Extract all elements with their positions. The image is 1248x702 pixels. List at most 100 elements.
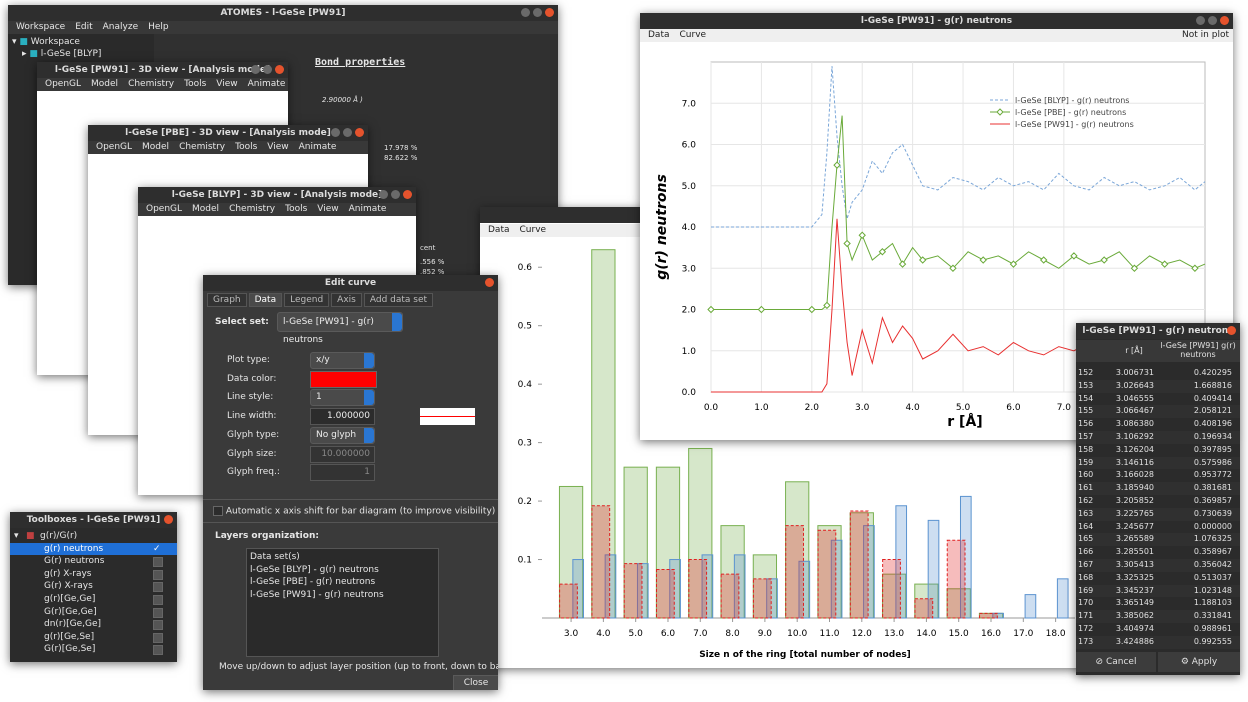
field-label: Glyph freq.:: [227, 467, 280, 478]
column-header[interactable]: r [Å]: [1125, 346, 1143, 355]
entry[interactable]: 1.000000: [310, 408, 375, 426]
menu-item[interactable]: Model: [91, 79, 119, 89]
menu-item[interactable]: Analyze: [102, 22, 139, 32]
bar: [572, 559, 585, 619]
tab[interactable]: Data: [248, 293, 283, 307]
menu-item[interactable]: Curve: [679, 30, 707, 40]
table-cell: 159: [1078, 457, 1094, 467]
combo[interactable]: No glyph: [310, 426, 375, 444]
toolbox-row[interactable]: g(r)[Ge,Se]: [10, 631, 177, 644]
report-heading: Bond properties: [315, 57, 406, 68]
edit-curve-dialog: Edit curve Graph Data Legend Axis Add data s…: [203, 275, 498, 690]
menu-item[interactable]: OpenGL: [96, 142, 133, 152]
layer-item[interactable]: l-GeSe [PW91] - g(r) neutrons: [250, 589, 384, 600]
tree-row[interactable]: ▸ ■ l-GeSe [BLYP]: [22, 49, 102, 59]
marker: [843, 239, 851, 248]
menu-item[interactable]: View: [267, 142, 289, 152]
menu-item[interactable]: Model: [192, 204, 220, 214]
bar: [1024, 594, 1037, 619]
menu-item[interactable]: Animate: [348, 204, 387, 214]
menu-item[interactable]: OpenGL: [45, 79, 82, 89]
menu-item[interactable]: Animate: [298, 142, 337, 152]
x-tick-label: 4.0: [596, 629, 611, 639]
bar: [830, 539, 843, 619]
cancel-button[interactable]: ⊘ Cancel: [1076, 652, 1156, 672]
tab[interactable]: Axis: [331, 293, 362, 307]
table-row: 162 3.205852 0.369857: [1076, 495, 1240, 508]
table-cell: 0.408196: [1193, 419, 1232, 429]
checkbox[interactable]: [153, 645, 163, 656]
toolbox-row[interactable]: G(r)[Ge,Se]: [10, 643, 177, 656]
toolbox-row[interactable]: ▾ ■ g(r)/G(r): [14, 531, 78, 541]
menu-item[interactable]: Chemistry: [229, 204, 276, 214]
layer-item[interactable]: l-GeSe [BLYP] - g(r) neutrons: [250, 564, 379, 575]
checkbox[interactable]: [153, 632, 163, 643]
window-controls[interactable]: [331, 128, 364, 137]
toolbox-label: g(r)[Ge,Ge]: [44, 594, 96, 604]
menu-item[interactable]: Chemistry: [128, 79, 175, 89]
layer-item[interactable]: l-GeSe [PBE] - g(r) neutrons: [250, 577, 376, 587]
checkbox[interactable]: [153, 569, 163, 580]
combo[interactable]: 1: [310, 389, 375, 407]
toolbox-row[interactable]: g(r) X-rays: [10, 568, 177, 581]
menu-item[interactable]: Curve: [519, 225, 547, 235]
menu-item[interactable]: View: [216, 79, 238, 89]
menu-item[interactable]: OpenGL: [146, 204, 183, 214]
table-cell: 172: [1078, 624, 1094, 633]
menu-item[interactable]: View: [317, 204, 339, 214]
legend-label: l-GeSe [PBE] - g(r) neutrons: [1015, 108, 1126, 117]
bar: [591, 505, 611, 619]
menu-item[interactable]: Edit: [75, 22, 93, 32]
legend-marker: [996, 108, 1004, 116]
column-header[interactable]: l-GeSe [PW91] g(r) neutrons: [1160, 341, 1236, 359]
x-tick-label: 3.0: [855, 403, 870, 413]
spin: [364, 427, 374, 443]
status: Not in plot: [1182, 30, 1229, 40]
menu-item[interactable]: Model: [142, 142, 170, 152]
toolbox-row[interactable]: G(r) X-rays: [10, 580, 177, 593]
tab[interactable]: Add data set: [363, 293, 434, 307]
table-row: 158 3.126204 0.397895: [1076, 444, 1240, 457]
menu-item[interactable]: Chemistry: [179, 142, 226, 152]
toolbox-row[interactable]: g(r) neutrons ✓: [10, 542, 177, 556]
menu-item[interactable]: Animate: [247, 79, 286, 89]
window-controls[interactable]: [379, 190, 412, 199]
set-combo[interactable]: l-GeSe [PW91] - g(r) neutrons: [277, 312, 403, 345]
x-tick-label: 8.0: [725, 629, 740, 639]
table-row: 168 3.325325 0.513037: [1076, 572, 1240, 585]
auto-shift-checkbox[interactable]: Automatic x axis shift for bar diagram (…: [213, 506, 495, 517]
check-mark[interactable]: ✓: [153, 543, 161, 554]
toolbox-row[interactable]: G(r)[Ge,Ge]: [10, 606, 177, 619]
toolbox-row[interactable]: dn(r)[Ge,Ge]: [10, 618, 177, 631]
apply-button[interactable]: ⚙ Apply: [1158, 652, 1240, 672]
menu-item[interactable]: Tools: [285, 204, 308, 214]
toolbox-row[interactable]: g(r)[Ge,Ge]: [10, 593, 177, 606]
menu-item[interactable]: Tools: [184, 79, 207, 89]
checkbox[interactable]: [153, 607, 163, 618]
checkbox[interactable]: [153, 595, 163, 605]
menu-item[interactable]: Data: [488, 225, 510, 235]
close-button[interactable]: Close: [453, 675, 498, 690]
checkbox[interactable]: [153, 557, 163, 568]
color-button[interactable]: [310, 370, 377, 388]
table-cell: 3.325325: [1115, 572, 1154, 582]
table-cell: 0.420295: [1193, 368, 1232, 377]
tab[interactable]: Legend: [284, 293, 330, 307]
checkbox[interactable]: [153, 620, 163, 631]
menu-item[interactable]: Workspace: [16, 22, 66, 32]
window-controls[interactable]: [251, 65, 284, 74]
bar: [882, 559, 901, 619]
checkbox[interactable]: [153, 582, 163, 593]
table-row: 155 3.066467 2.058121: [1076, 405, 1240, 419]
menu-item[interactable]: Help: [148, 22, 169, 32]
marker: [919, 256, 927, 264]
tab[interactable]: Graph: [207, 293, 247, 307]
table-cell: 3.305413: [1115, 560, 1154, 569]
tree-row[interactable]: ▾ ■ Workspace: [12, 37, 80, 47]
bar: [817, 529, 837, 619]
toolbox-row[interactable]: G(r) neutrons: [10, 555, 177, 568]
menu-item[interactable]: Tools: [235, 142, 258, 152]
menu-item[interactable]: Data: [648, 30, 670, 40]
x-tick-label: 6.0: [661, 629, 676, 639]
combo[interactable]: x/y: [310, 352, 375, 369]
